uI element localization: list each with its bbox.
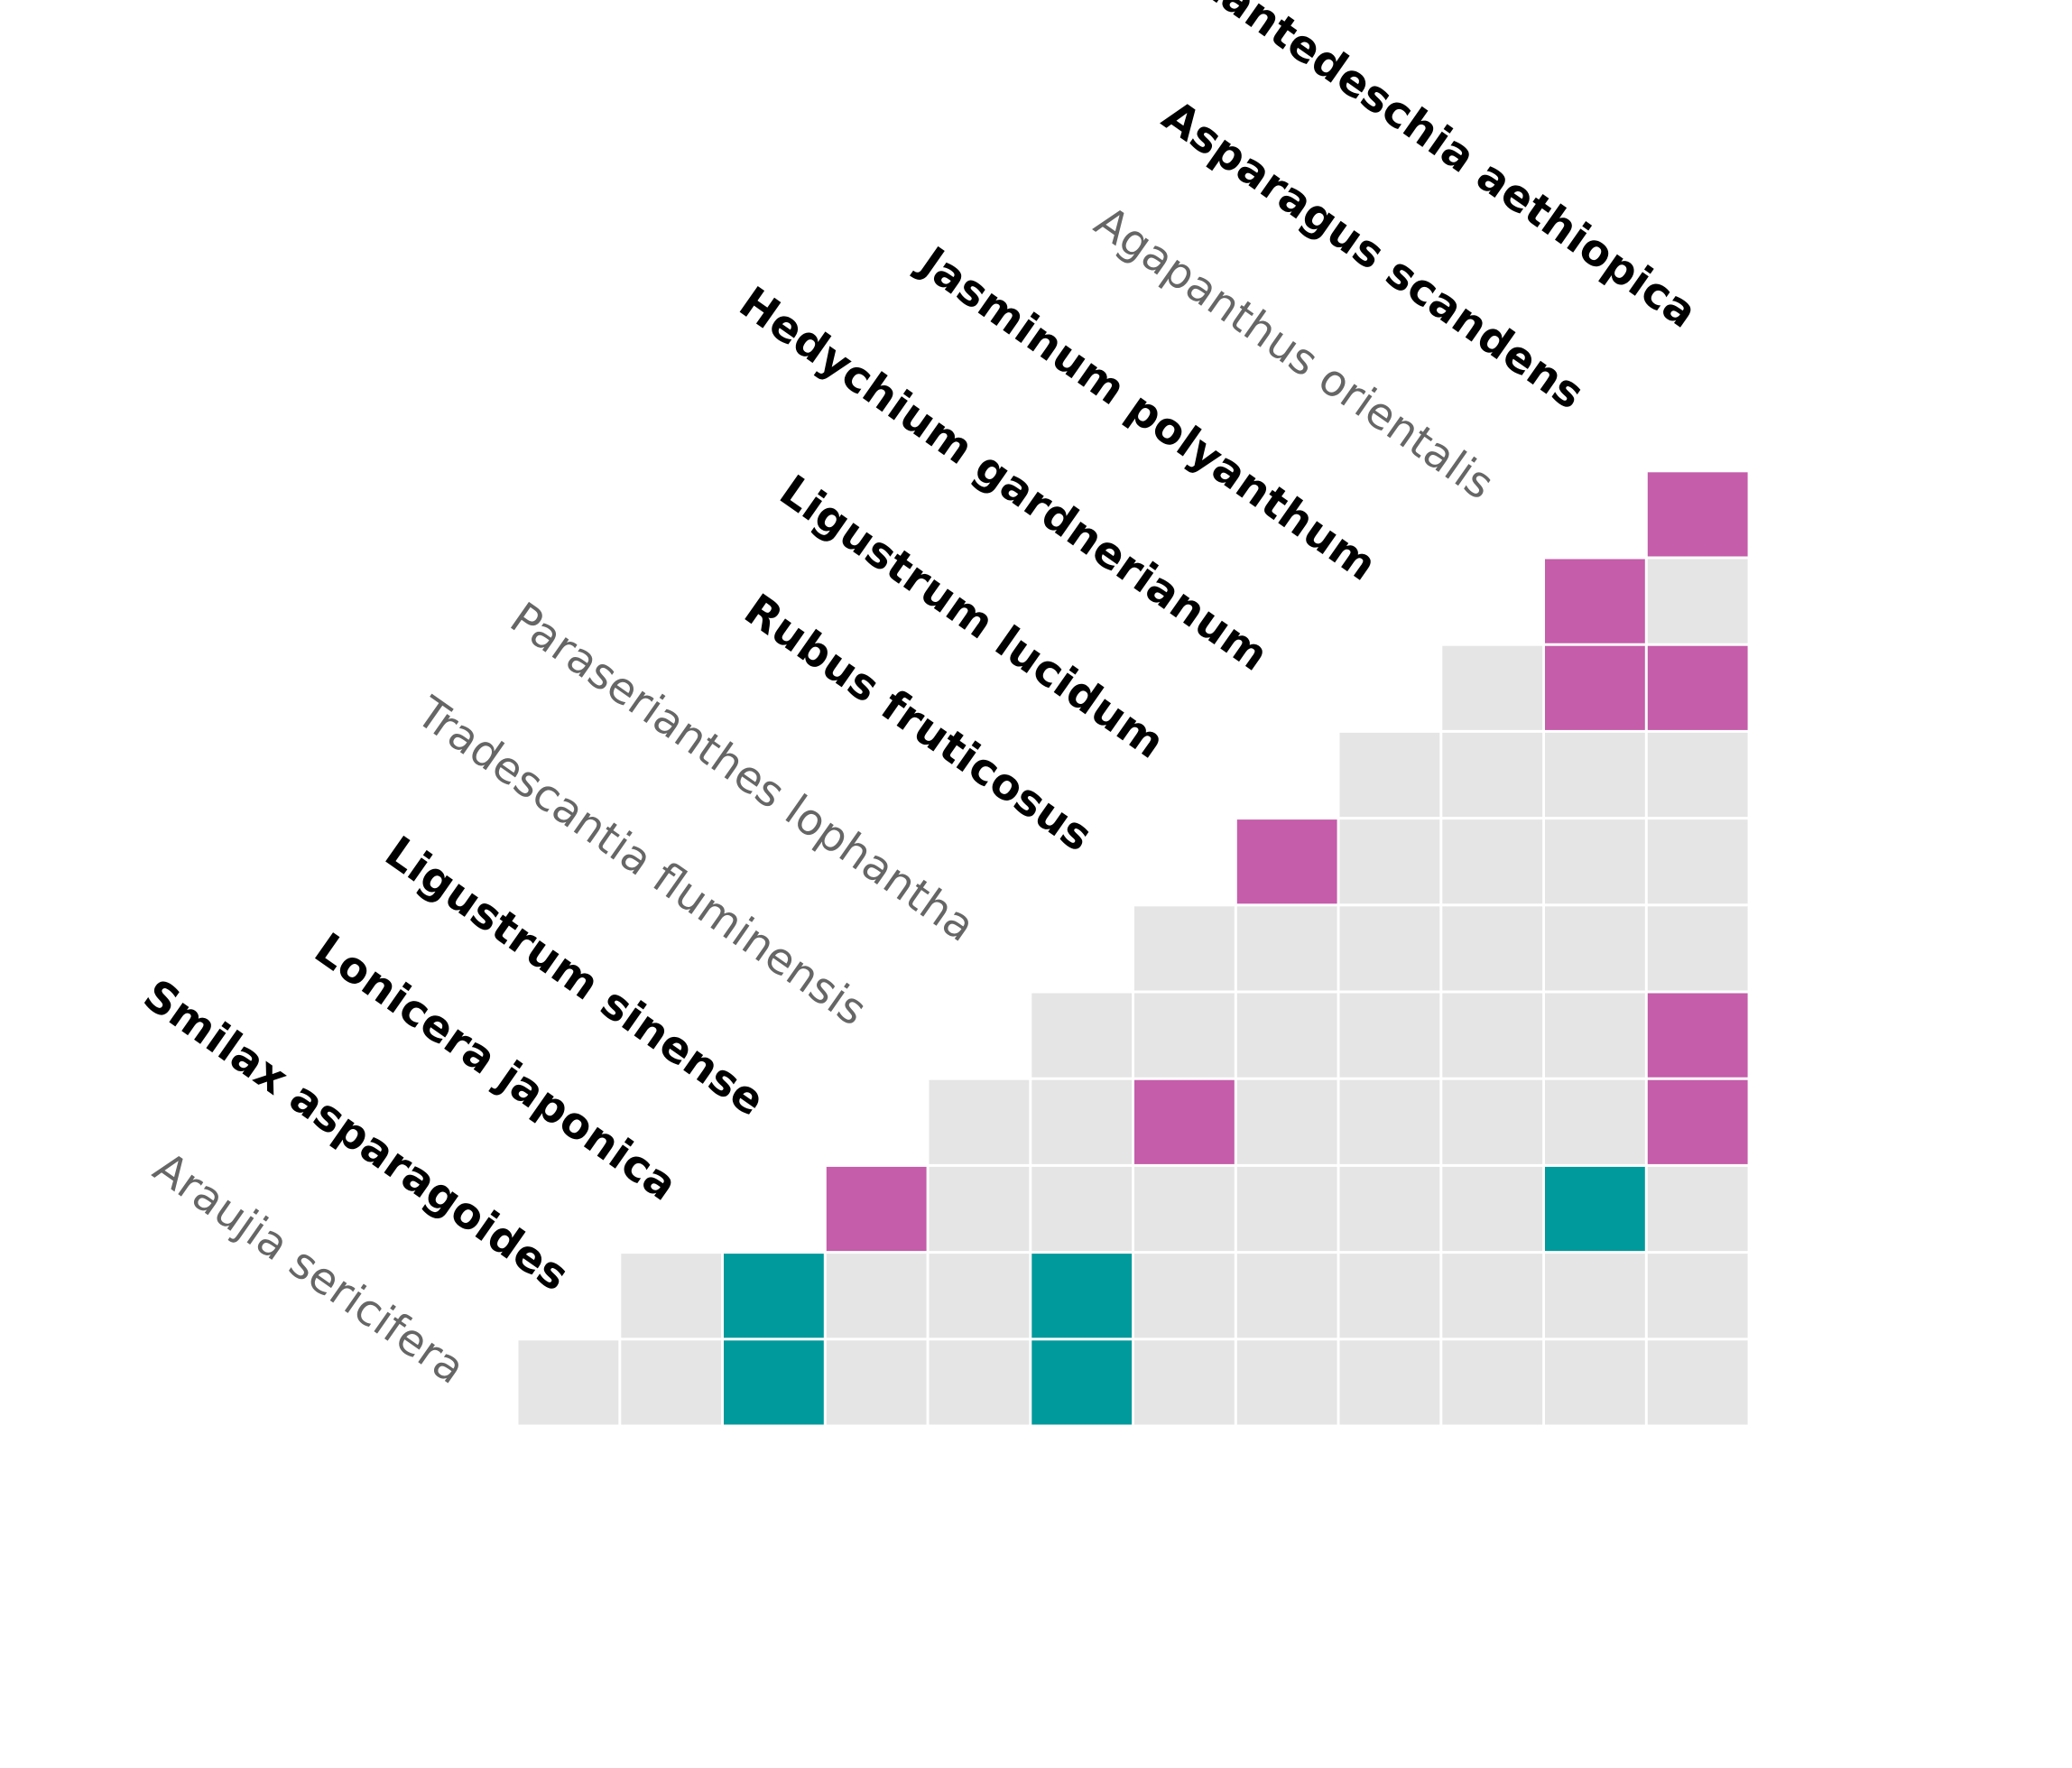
heatmap-cell bbox=[724, 1254, 824, 1338]
heatmap-cell bbox=[1647, 1254, 1748, 1338]
heatmap-cell bbox=[1339, 1254, 1440, 1338]
heatmap-cell bbox=[1545, 906, 1645, 991]
heatmap-cell bbox=[518, 1340, 619, 1425]
heatmap-cell bbox=[1647, 993, 1748, 1078]
species-label: Ligustrum lucidum bbox=[771, 466, 1173, 769]
heatmap-cell bbox=[1442, 1254, 1543, 1338]
heatmap-cell bbox=[1442, 645, 1543, 730]
heatmap-cell bbox=[1647, 645, 1748, 730]
heatmap-cell bbox=[1647, 906, 1748, 991]
heatmap-cell bbox=[1236, 993, 1337, 1078]
heatmap-cell bbox=[1647, 472, 1748, 557]
heatmap-cell bbox=[1442, 993, 1543, 1078]
heatmap-cell bbox=[1236, 1166, 1337, 1252]
heatmap-cell bbox=[1134, 1079, 1235, 1164]
heatmap-cell bbox=[1134, 1166, 1235, 1252]
heatmap-cell bbox=[826, 1254, 927, 1338]
heatmap-cell bbox=[1236, 1079, 1337, 1164]
heatmap-cell bbox=[1647, 559, 1748, 643]
heatmap-cell bbox=[1545, 559, 1645, 643]
heatmap-cell bbox=[1647, 1340, 1748, 1425]
heatmap-cell bbox=[1134, 1254, 1235, 1338]
species-label: Paraserianthes lophantha bbox=[501, 593, 984, 952]
heatmap-cell bbox=[1442, 1340, 1543, 1425]
heatmap-cell bbox=[1236, 906, 1337, 991]
heatmap-cell bbox=[1134, 906, 1235, 991]
heatmap-cell bbox=[1647, 1166, 1748, 1252]
heatmap-cell bbox=[1031, 1079, 1133, 1164]
heatmap-cell bbox=[1545, 1254, 1645, 1338]
heatmap-cell bbox=[1236, 1340, 1337, 1425]
heatmap-cell bbox=[1031, 1254, 1133, 1338]
heatmap-cell bbox=[1339, 906, 1440, 991]
heatmap-cell bbox=[1339, 819, 1440, 904]
species-label: Agapanthus orientalis bbox=[1086, 197, 1503, 510]
heatmap-cell bbox=[1134, 1340, 1235, 1425]
heatmap-cell bbox=[1647, 1079, 1748, 1164]
heatmap-cell bbox=[1031, 1166, 1133, 1252]
heatmap-cell bbox=[621, 1340, 722, 1425]
heatmap-cell bbox=[1442, 732, 1543, 818]
heatmap-cell bbox=[1339, 993, 1440, 1078]
heatmap-cell bbox=[826, 1340, 927, 1425]
heatmap-cell bbox=[724, 1340, 824, 1425]
heatmap-cell bbox=[1442, 906, 1543, 991]
heatmap-cell bbox=[1647, 732, 1748, 818]
heatmap-cell bbox=[1031, 1340, 1133, 1425]
heatmap-cell bbox=[1545, 993, 1645, 1078]
heatmap-cell bbox=[1134, 993, 1235, 1078]
heatmap-cell bbox=[1545, 1079, 1645, 1164]
heatmap-cell bbox=[1339, 732, 1440, 818]
heatmap-cell bbox=[1339, 1079, 1440, 1164]
heatmap-cell bbox=[929, 1079, 1030, 1164]
heatmap-cell bbox=[1442, 1079, 1543, 1164]
heatmap-cell bbox=[1545, 732, 1645, 818]
species-label: Smilax asparagoides bbox=[134, 969, 578, 1301]
heatmap-cell bbox=[929, 1340, 1030, 1425]
species-label: Ligustrum sinense bbox=[376, 827, 774, 1126]
species-label: Asparagus scandens bbox=[1153, 90, 1593, 420]
heatmap-cell bbox=[1236, 819, 1337, 904]
heatmap-cell bbox=[929, 1254, 1030, 1338]
heatmap-cell bbox=[1339, 1166, 1440, 1252]
heatmap-cell bbox=[1545, 819, 1645, 904]
heatmap-cell bbox=[1545, 1166, 1645, 1252]
heatmap-cell bbox=[929, 1166, 1030, 1252]
heatmap-cells bbox=[518, 472, 1748, 1425]
heatmap-cell bbox=[1236, 1254, 1337, 1338]
heatmap-cell bbox=[1339, 1340, 1440, 1425]
heatmap-cell bbox=[826, 1166, 927, 1252]
species-label: Jasminum polyanthum bbox=[908, 236, 1385, 591]
heatmap-cell bbox=[1442, 819, 1543, 904]
species-label: Tradescantia fluminensis bbox=[407, 687, 875, 1036]
heatmap-cell bbox=[1031, 993, 1133, 1078]
heatmap-cell bbox=[1545, 1340, 1645, 1425]
heatmap-cell bbox=[1545, 645, 1645, 730]
heatmap-cell bbox=[1442, 1166, 1543, 1252]
heatmap-cell bbox=[621, 1254, 722, 1338]
heatmap-cell bbox=[1647, 819, 1748, 904]
